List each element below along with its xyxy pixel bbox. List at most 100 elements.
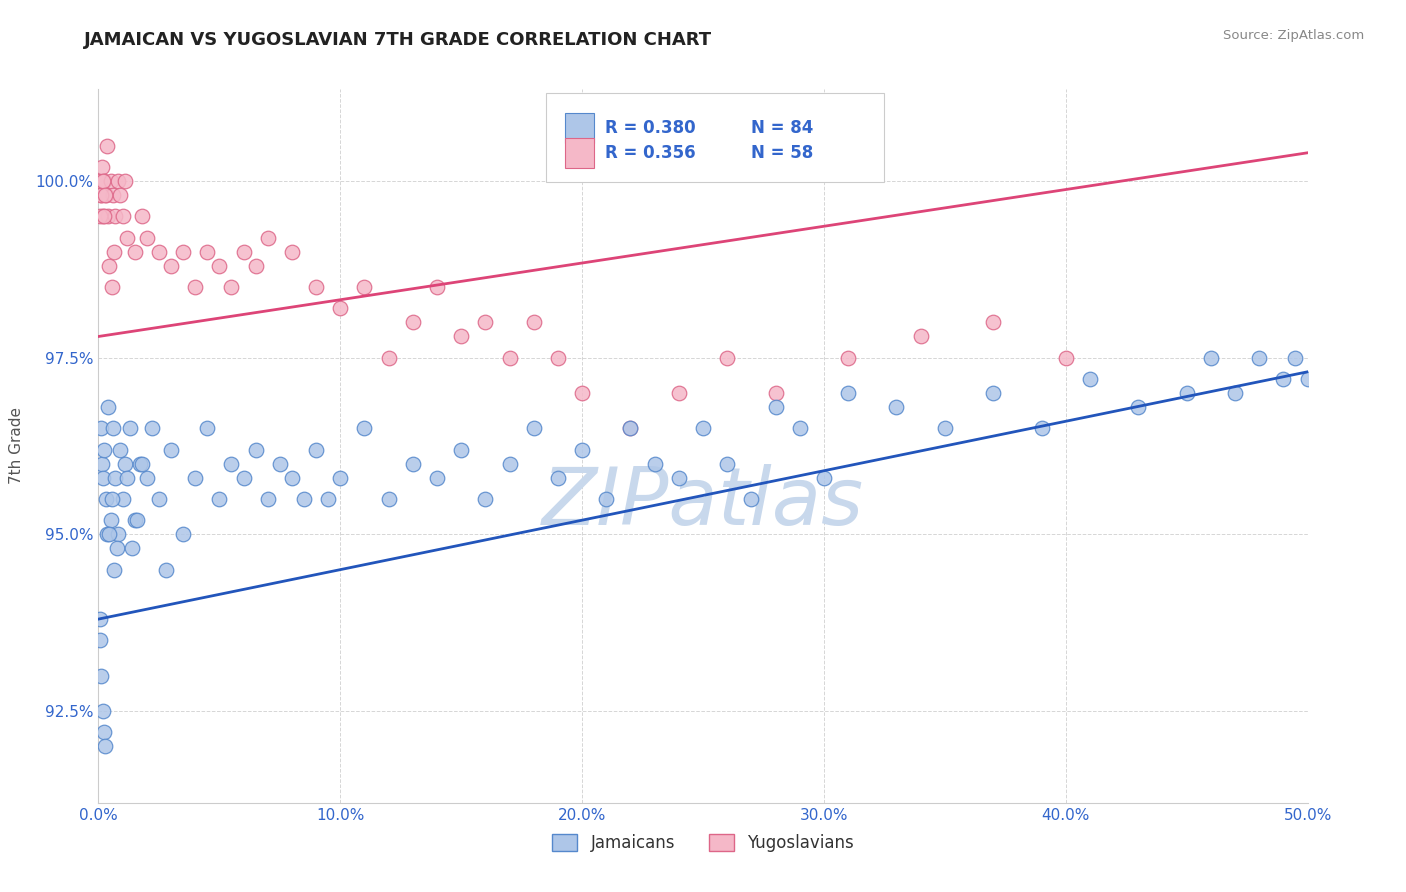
Point [108, 442, 131, 457]
Point [450, 442, 472, 457]
Point [305, 280, 328, 294]
Point [195, 244, 218, 259]
Point [1175, 386, 1198, 401]
Point [100, 280, 122, 294]
Point [98, 527, 121, 541]
Point [100, 174, 122, 188]
Point [148, 491, 170, 506]
Point [269, 457, 291, 471]
Point [94, 739, 117, 754]
Point [131, 210, 153, 224]
Point [1223, 386, 1246, 401]
Point [90, 188, 112, 202]
Point [498, 351, 520, 365]
Point [498, 457, 520, 471]
Point [813, 471, 835, 485]
Point [89, 612, 111, 626]
Point [221, 280, 243, 294]
Point [1078, 372, 1101, 386]
Point [104, 471, 127, 485]
Point [692, 421, 714, 435]
Point [305, 442, 328, 457]
Point [184, 280, 207, 294]
Point [353, 280, 375, 294]
Point [474, 315, 496, 329]
Point [571, 442, 593, 457]
Point [934, 421, 956, 435]
Point [910, 329, 932, 343]
Point [547, 351, 569, 365]
Text: R = 0.380: R = 0.380 [605, 120, 696, 137]
Point [91, 174, 114, 188]
Point [124, 513, 146, 527]
Point [101, 421, 124, 435]
Point [837, 386, 859, 401]
Point [281, 471, 304, 485]
Point [91, 457, 114, 471]
Point [837, 351, 859, 365]
Point [90, 421, 112, 435]
Point [619, 421, 641, 435]
Point [91, 471, 114, 485]
Point [93, 442, 115, 457]
Point [426, 280, 449, 294]
Point [232, 471, 254, 485]
Point [90, 188, 112, 202]
Point [1272, 372, 1295, 386]
Point [1199, 351, 1222, 365]
Point [148, 244, 170, 259]
Point [135, 230, 157, 244]
Point [668, 386, 690, 401]
Point [94, 188, 117, 202]
Text: JAMAICAN VS YUGOSLAVIAN 7TH GRADE CORRELATION CHART: JAMAICAN VS YUGOSLAVIAN 7TH GRADE CORREL… [84, 31, 713, 49]
Point [426, 471, 449, 485]
Point [114, 457, 136, 471]
Point [97, 400, 120, 414]
Point [111, 210, 134, 224]
Point [107, 174, 129, 188]
Point [329, 301, 352, 316]
Point [245, 442, 267, 457]
Point [981, 315, 1004, 329]
Point [104, 210, 127, 224]
Point [100, 491, 122, 506]
Point [1249, 351, 1271, 365]
Point [716, 351, 738, 365]
Y-axis label: 7th Grade: 7th Grade [10, 408, 24, 484]
Point [93, 174, 115, 188]
Point [124, 244, 146, 259]
Point [232, 244, 254, 259]
Point [91, 704, 114, 718]
Point [135, 471, 157, 485]
Point [245, 259, 267, 273]
Point [111, 491, 134, 506]
Point [208, 491, 231, 506]
Point [93, 725, 115, 739]
Point [474, 491, 496, 506]
Point [96, 138, 118, 153]
Point [765, 400, 787, 414]
Point [256, 230, 278, 244]
Legend: Jamaicans, Yugoslavians: Jamaicans, Yugoslavians [546, 827, 860, 859]
Point [97, 210, 120, 224]
Point [523, 421, 546, 435]
Point [292, 491, 315, 506]
Point [107, 527, 129, 541]
Point [1284, 351, 1306, 365]
Point [172, 527, 194, 541]
Text: ZIPatlas: ZIPatlas [541, 464, 865, 542]
Point [103, 244, 125, 259]
Point [208, 259, 231, 273]
Point [100, 513, 122, 527]
Point [595, 491, 617, 506]
Point [377, 491, 399, 506]
Point [716, 457, 738, 471]
Point [765, 386, 787, 401]
Point [402, 315, 425, 329]
Point [1296, 372, 1319, 386]
Point [117, 230, 139, 244]
Point [668, 471, 690, 485]
Point [108, 188, 131, 202]
Point [103, 563, 125, 577]
Point [256, 491, 278, 506]
